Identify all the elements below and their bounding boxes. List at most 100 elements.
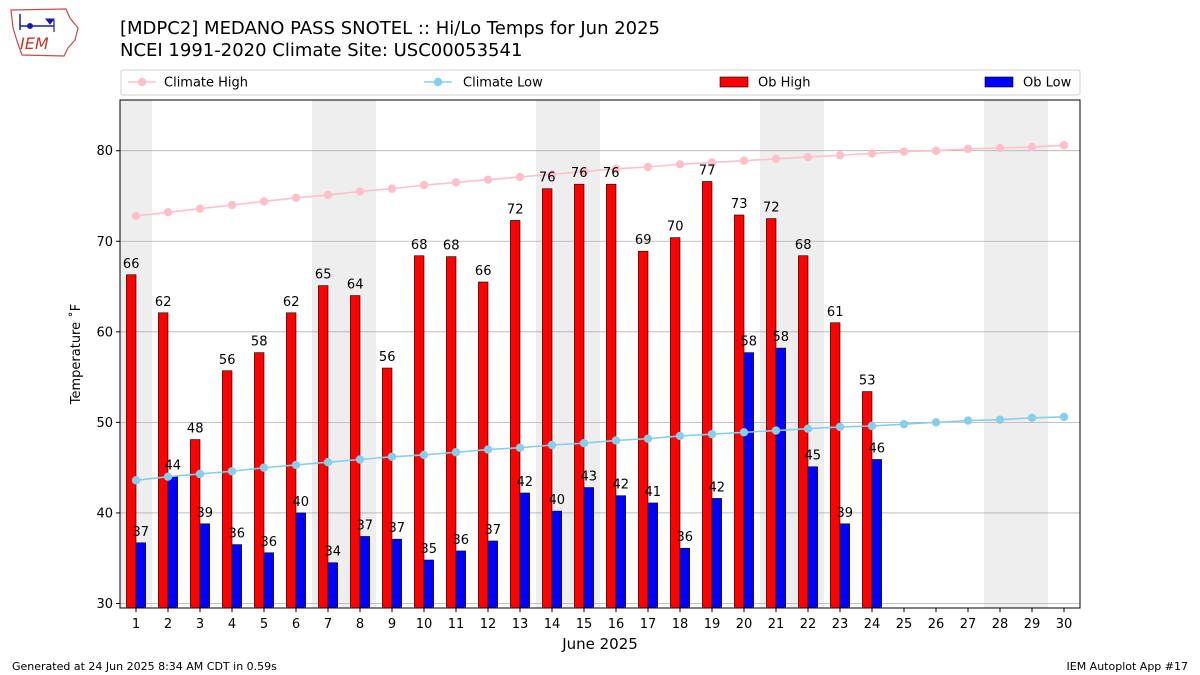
ob-high-bar bbox=[286, 312, 297, 609]
ob-high-label: 53 bbox=[859, 374, 876, 389]
ob-high-bar bbox=[734, 214, 745, 609]
climate-high-point bbox=[899, 147, 909, 156]
grid-lines bbox=[120, 150, 1080, 604]
chart-title: [MDPC2] MEDANO PASS SNOTEL :: Hi/Lo Temp… bbox=[120, 18, 661, 39]
ob-low-bar bbox=[167, 476, 178, 609]
x-tick-label: 2 bbox=[164, 617, 172, 632]
climate-high-point bbox=[515, 172, 525, 182]
climate-high-point bbox=[163, 208, 173, 217]
ob-high-label: 58 bbox=[251, 335, 268, 350]
ob-high-label: 70 bbox=[667, 220, 684, 235]
ob-low-label: 36 bbox=[677, 530, 694, 545]
ob-low-bar bbox=[807, 466, 818, 609]
x-tick-label: 28 bbox=[992, 617, 1009, 632]
ob-low-bar bbox=[295, 512, 306, 609]
chart-subtitle: NCEI 1991-2020 Climate Site: USC00053541 bbox=[120, 40, 523, 61]
climate-low-point bbox=[195, 469, 205, 479]
x-tick-label: 7 bbox=[324, 617, 332, 632]
ob-high-bar bbox=[766, 218, 777, 609]
ob-low-label: 43 bbox=[581, 470, 598, 485]
ob-low-label: 41 bbox=[645, 485, 662, 500]
climate-low-point bbox=[131, 476, 141, 485]
ob-low-bar bbox=[327, 562, 338, 609]
x-tick-label: 8 bbox=[356, 617, 364, 632]
ob-low-bar bbox=[455, 550, 466, 609]
ob-low-bar bbox=[423, 559, 434, 609]
generated-footer: Generated at 24 Jun 2025 8:34 AM CDT in … bbox=[12, 660, 277, 673]
climate-low-point bbox=[739, 428, 749, 437]
climate-low-point bbox=[579, 438, 589, 448]
x-tick-label: 12 bbox=[480, 617, 497, 632]
climate-high-point bbox=[483, 175, 493, 184]
climate-low-point bbox=[611, 436, 621, 445]
legend-box bbox=[120, 69, 1081, 96]
climate-low-point bbox=[419, 450, 429, 460]
ob-high-label: 72 bbox=[507, 202, 524, 217]
ob-high-bar bbox=[190, 439, 201, 609]
climate-high-point bbox=[291, 193, 301, 202]
climate-lines bbox=[131, 141, 1069, 485]
climate-high-point bbox=[547, 170, 557, 179]
ob-low-label: 34 bbox=[325, 545, 342, 560]
x-tick-label: 13 bbox=[512, 617, 529, 632]
climate-high-point bbox=[643, 162, 653, 172]
climate-low-point bbox=[995, 415, 1005, 424]
x-tick-label: 22 bbox=[800, 617, 817, 632]
climate-low-point bbox=[643, 434, 653, 443]
x-tick-label: 24 bbox=[864, 617, 881, 632]
ob-low-bar bbox=[839, 523, 850, 609]
legend-ob-high-label: Ob High bbox=[758, 76, 811, 91]
ob-low-label: 36 bbox=[229, 527, 246, 542]
climate-low-point bbox=[291, 460, 301, 470]
ob-high-label: 76 bbox=[539, 171, 556, 186]
ob-high-label: 64 bbox=[347, 278, 364, 293]
x-tick-label: 30 bbox=[1056, 617, 1073, 632]
ob-low-label: 39 bbox=[197, 506, 214, 521]
legend-climate-high-label: Climate High bbox=[164, 76, 248, 91]
ob-high-label: 65 bbox=[315, 268, 332, 283]
x-tick-label: 6 bbox=[292, 617, 300, 632]
x-tick-label: 3 bbox=[196, 617, 204, 632]
ob-high-bar bbox=[446, 256, 457, 609]
climate-high-point bbox=[1059, 141, 1069, 150]
climate-high-point bbox=[707, 158, 717, 167]
ob-low-bar bbox=[775, 347, 786, 609]
ob-high-bar bbox=[478, 281, 489, 609]
ob-low-bar bbox=[679, 547, 690, 609]
ob-low-bar bbox=[871, 459, 882, 609]
ob-low-bar bbox=[263, 552, 274, 609]
climate-high-point bbox=[835, 151, 845, 160]
ob-high-bar bbox=[702, 181, 713, 609]
climate-low-point bbox=[483, 445, 493, 454]
climate-low-point bbox=[1059, 412, 1069, 422]
ob-low-label: 42 bbox=[613, 478, 630, 493]
climate-high-point bbox=[931, 146, 941, 155]
ob-low-label: 44 bbox=[165, 459, 182, 474]
climate-low-point bbox=[387, 452, 397, 461]
ob-high-label: 77 bbox=[699, 163, 716, 178]
ob-high-label: 69 bbox=[635, 233, 652, 248]
ob-high-label: 56 bbox=[379, 350, 396, 365]
ob-high-bar bbox=[382, 367, 393, 609]
ob-high-label: 61 bbox=[827, 305, 844, 320]
ob-low-label: 39 bbox=[837, 506, 854, 521]
climate-high-point bbox=[867, 149, 877, 158]
ob-high-label: 76 bbox=[603, 166, 620, 181]
climate-high-point bbox=[995, 143, 1005, 153]
legend-climate-low-marker bbox=[433, 77, 443, 87]
x-tick-label: 9 bbox=[388, 617, 396, 632]
ob-high-bar bbox=[222, 370, 233, 609]
iowa-map-outline bbox=[10, 8, 79, 57]
x-tick-label: 4 bbox=[228, 617, 236, 632]
ob-high-bar bbox=[574, 183, 585, 609]
climate-low-point bbox=[963, 416, 973, 425]
y-tick-label: 40 bbox=[96, 506, 113, 521]
ob-low-bar bbox=[231, 544, 242, 609]
ob-high-label: 76 bbox=[571, 166, 588, 181]
ob-low-label: 37 bbox=[357, 518, 374, 533]
ob-low-label: 58 bbox=[741, 335, 758, 350]
ob-low-label: 40 bbox=[293, 495, 310, 510]
climate-low-point bbox=[771, 426, 781, 435]
x-tick-label: 21 bbox=[768, 617, 785, 632]
